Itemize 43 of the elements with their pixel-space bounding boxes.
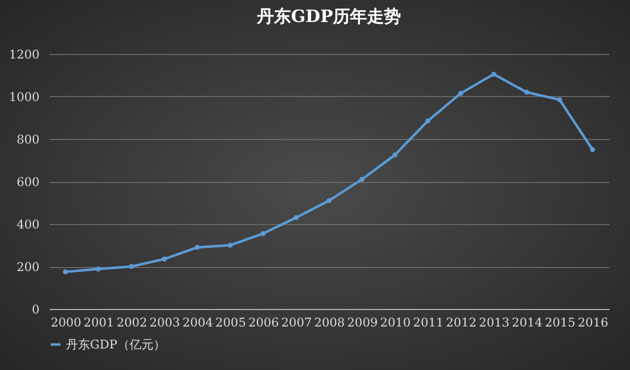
point <box>228 242 233 248</box>
point <box>359 176 364 182</box>
x-tick-label: 2004 <box>182 316 214 330</box>
point <box>590 147 596 152</box>
x-tick-label: 2008 <box>314 316 345 330</box>
x-tick-label: 2011 <box>413 316 444 330</box>
point <box>96 266 101 272</box>
y-tick-label: 0 <box>32 302 40 316</box>
x-tick-label: 2006 <box>248 316 279 330</box>
x-tick-label: 2003 <box>150 316 180 330</box>
x-tick-label: 2012 <box>446 316 477 330</box>
x-tick-label: 2015 <box>544 316 576 330</box>
x-tick-label: 2002 <box>116 316 148 330</box>
x-tick-label: 2001 <box>84 316 114 330</box>
point <box>294 215 299 220</box>
point <box>491 72 496 77</box>
point <box>458 90 464 96</box>
legend-label: 丹东GDP（亿元） <box>66 338 166 352</box>
point <box>392 152 398 158</box>
point <box>557 97 562 102</box>
point <box>326 198 332 204</box>
y-tick-label: 1200 <box>8 48 40 62</box>
point <box>524 90 530 95</box>
y-tick-label: 800 <box>16 132 40 146</box>
point <box>162 256 167 262</box>
x-tick-label: 2005 <box>215 316 246 330</box>
point <box>62 269 68 274</box>
chart-title: 丹东GDP历年走势 <box>256 7 402 27</box>
x-tick-label: 2000 <box>50 316 82 330</box>
y-tick-label: 1000 <box>8 90 40 104</box>
y-tick-label: 600 <box>16 175 40 189</box>
x-tick-label: 2016 <box>578 316 608 330</box>
point <box>194 244 200 250</box>
x-tick-label: 2013 <box>478 316 510 330</box>
y-tick-label: 200 <box>16 260 40 274</box>
x-tick-label: 2014 <box>512 316 543 330</box>
x-tick-label: 2009 <box>347 316 378 330</box>
x-tick-label: 2010 <box>380 316 411 330</box>
y-tick-label: 400 <box>16 218 40 232</box>
point <box>425 118 430 124</box>
x-tick-label: 2007 <box>281 316 312 330</box>
point <box>260 231 266 236</box>
point <box>128 264 134 269</box>
